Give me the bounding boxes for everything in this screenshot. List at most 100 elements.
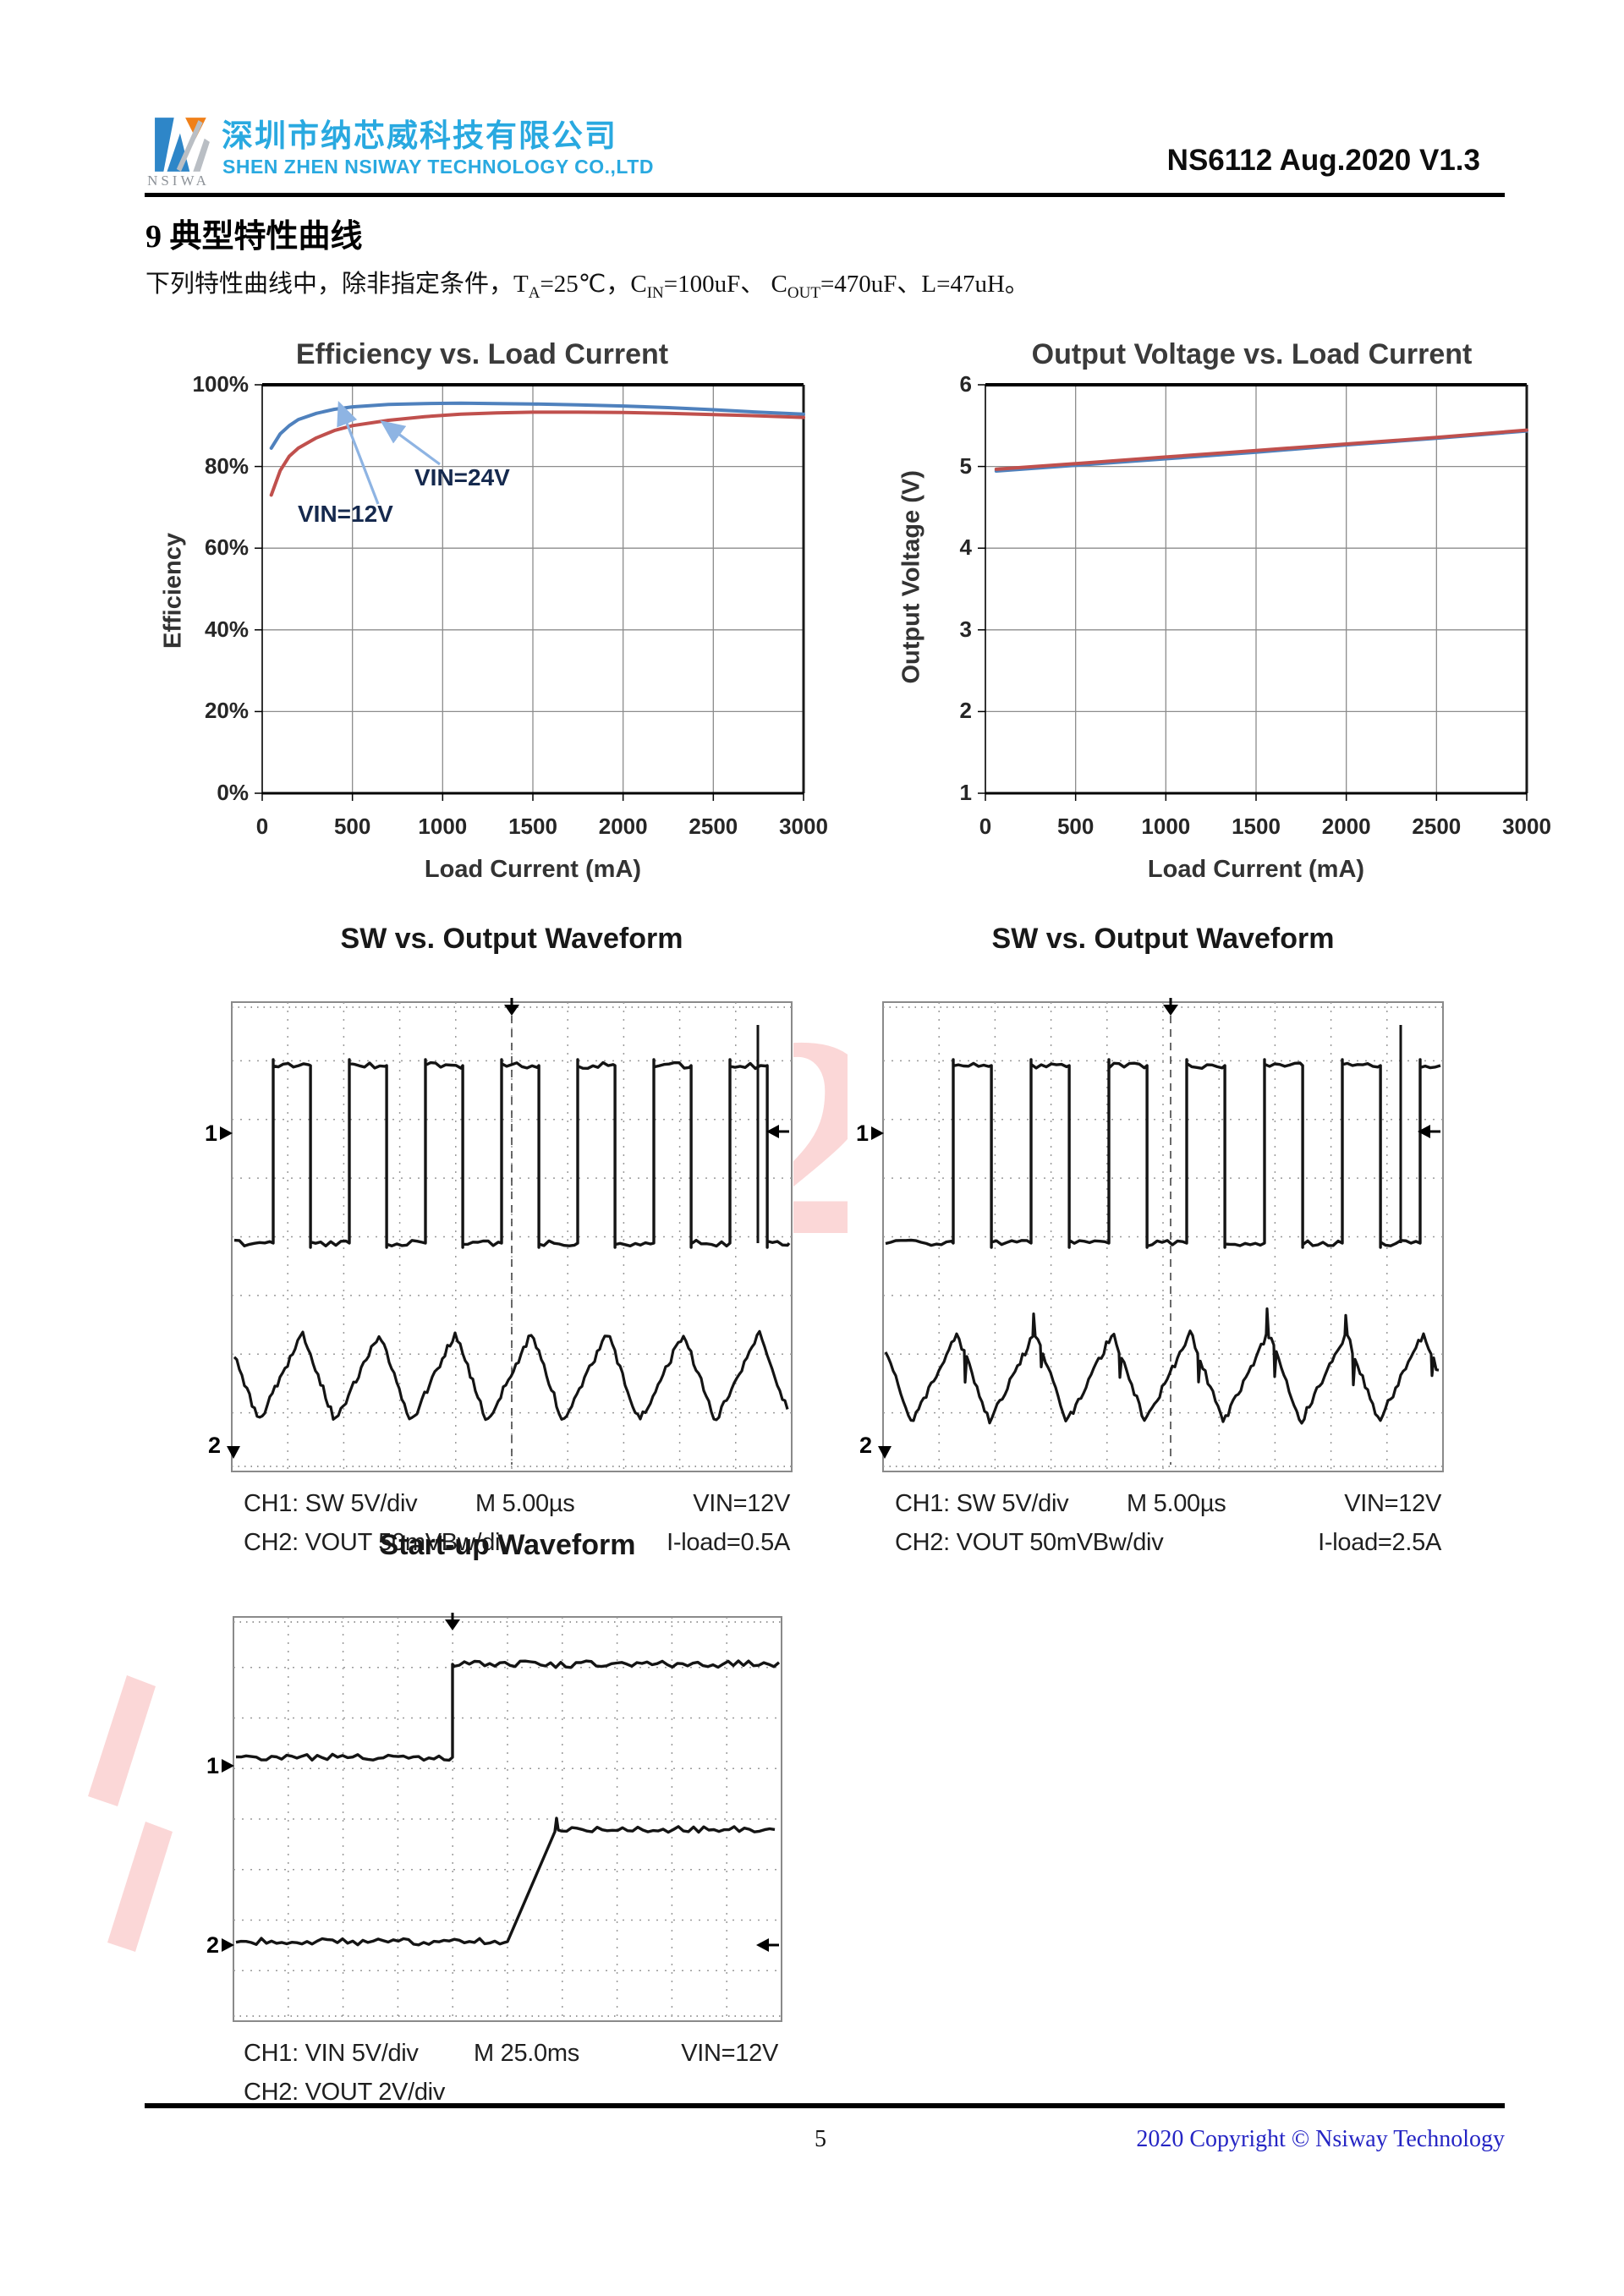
scope2-title: SW vs. Output Waveform [991,923,1335,955]
y-tick-label: 2 [959,698,972,724]
x-tick-label: 2000 [1321,814,1371,839]
scope3-ch2-label: CH2: VOUT 2V/div [244,2079,446,2106]
footer-rule [145,2103,1505,2108]
y-tick-label: 6 [959,371,972,397]
cond-part: 下列特性曲线中，除非指定条件，T [145,271,529,298]
x-axis-label-vout: Load Current (mA) [1147,856,1365,883]
cond-part: =25℃，C [540,271,647,298]
y-tick-label: 80% [204,452,249,479]
scope3-ch2-marker-arrow [222,1938,234,1952]
x-tick-label: 2000 [598,814,648,839]
series-curve-vin-12v [994,429,1528,473]
scope2-ch2-marker-label: 2 [859,1433,872,1458]
company-name-en: SHEN ZHEN NSIWAY TECHNOLOGY CO.,LTD [222,156,654,178]
scope1-timebase: M 5.00µs [475,1490,575,1517]
scope3-ch1-waveform [235,1659,781,1762]
x-tick-label: 1500 [1232,814,1281,839]
section-title: 9 典型特性曲线 [145,219,363,255]
x-tick-label: 2500 [689,814,738,839]
scope1-trigger-marker [504,1005,519,1016]
y-tick-label: 4 [959,534,972,561]
scope2-right-cursor-arrow [1418,1125,1430,1138]
x-tick-label: 2500 [1412,814,1462,839]
scope1-ch2-waveform [233,1329,789,1422]
scope1-ch2-label: CH2: VOUT 50mVBw/div [244,1529,513,1556]
scope3-ch2-marker-label: 2 [206,1932,219,1958]
scope3-ch1-marker-label: 1 [206,1753,219,1778]
series-curve-vin-12v [269,401,805,450]
scope2-trigger-marker [1163,1005,1178,1016]
copyright-text: 2020 Copyright © Nsiway Technology [1136,2126,1505,2152]
header-rule [145,193,1505,197]
scope3-ch1-label: CH1: VIN 5V/div [244,2040,419,2067]
scope3-ch2-waveform [235,1817,776,1947]
scope2-ch1-marker-label: 1 [856,1121,869,1146]
logo-shape-gray-slash [176,120,203,172]
y-tick-label: 60% [204,534,249,561]
cond-sub-out: OUT [787,283,820,302]
chart-title-vout: Output Voltage vs. Load Current [1031,338,1473,370]
x-tick-label: 500 [1056,814,1095,839]
scope3-timebase: M 25.0ms [474,2040,579,2067]
annotation-arrow [380,420,441,466]
x-tick-label: 3000 [779,814,828,839]
y-tick-label: 5 [959,452,972,479]
scope2-ch1-label: CH1: SW 5V/div [895,1490,1069,1517]
scope1-title: SW vs. Output Waveform [340,923,683,955]
company-name-cn: 深圳市纳芯威科技有限公司 [222,118,617,153]
cond-part: =470uF、L=47uH。 [820,271,1029,298]
scope2-ch2-label: CH2: VOUT 50mVBw/div [895,1529,1164,1556]
scope1-right-cursor-arrow [766,1125,779,1138]
cond-sub-in: IN [646,283,664,302]
y-tick-label: 3 [959,616,972,642]
scope1-ch1-marker-label: 1 [205,1121,217,1146]
scope3-trigger-marker [445,1619,460,1630]
scope1-ch1-marker-arrow [220,1126,233,1140]
y-tick-label: 1 [959,780,972,805]
scope3-frame [233,1616,782,2022]
scope2-ch1-waveform [885,1058,1441,1249]
series-curve-vin-24v [269,410,805,497]
logo-shape-gray-leg [193,138,210,172]
logo-shape-blue-left [155,118,174,172]
scope2-frame [882,1001,1444,1472]
scope2-ch2-waveform [884,1307,1440,1425]
document-code: NS6112 Aug.2020 V1.3 [1166,144,1480,177]
cond-part: =100uF、 C [663,271,787,298]
y-tick-label: 0% [217,780,249,805]
x-tick-label: 3000 [1502,814,1551,839]
x-tick-label: 1000 [1141,814,1191,839]
x-tick-label: 1500 [508,814,557,839]
annotation-vin12: VIN=12V [298,501,393,527]
conditions-text: 下列特性曲线中，除非指定条件，TA=25℃，CIN=100uF、 COUT=47… [145,264,1029,303]
chart-title-efficiency: Efficiency vs. Load Current [295,338,669,370]
scope1-ch2-marker-label: 2 [208,1433,221,1458]
scope3-right-cursor-arrow [756,1938,769,1952]
x-tick-label: 0 [255,814,269,839]
scope1-ch1-label: CH1: SW 5V/div [244,1490,418,1517]
page-number: 5 [815,2126,826,2152]
x-tick-label: 500 [333,814,371,839]
y-tick-label: 40% [204,616,249,642]
annotation-vin24: VIN=24V [414,464,510,490]
scope3-vin: VIN=12V [681,2040,778,2067]
x-axis-label-efficiency: Load Current (mA) [424,856,642,883]
scope2-ch1-marker-arrow [871,1126,884,1140]
scope3-ch1-marker-arrow [222,1759,234,1773]
scope2-ch2-marker-arrow [878,1446,892,1459]
series-curve-vin-24v [994,428,1528,471]
logo-wordmark: NSIWA [147,173,210,189]
x-tick-label: 1000 [418,814,468,839]
scope1-iload: I-load=0.5A [667,1529,790,1556]
y-axis-label-vout: Output Voltage (V) [897,470,925,684]
y-tick-label: 100% [192,371,250,397]
scope2-vin: VIN=12V [1344,1490,1441,1517]
scope1-frame [231,1001,793,1472]
x-tick-label: 0 [979,814,992,839]
company-logo-icon [155,118,210,172]
scope1-vin: VIN=12V [693,1490,790,1517]
watermark-stripe [88,1675,156,1806]
cond-sub-a: A [528,283,540,302]
watermark-fragment: 2 [738,977,881,1296]
